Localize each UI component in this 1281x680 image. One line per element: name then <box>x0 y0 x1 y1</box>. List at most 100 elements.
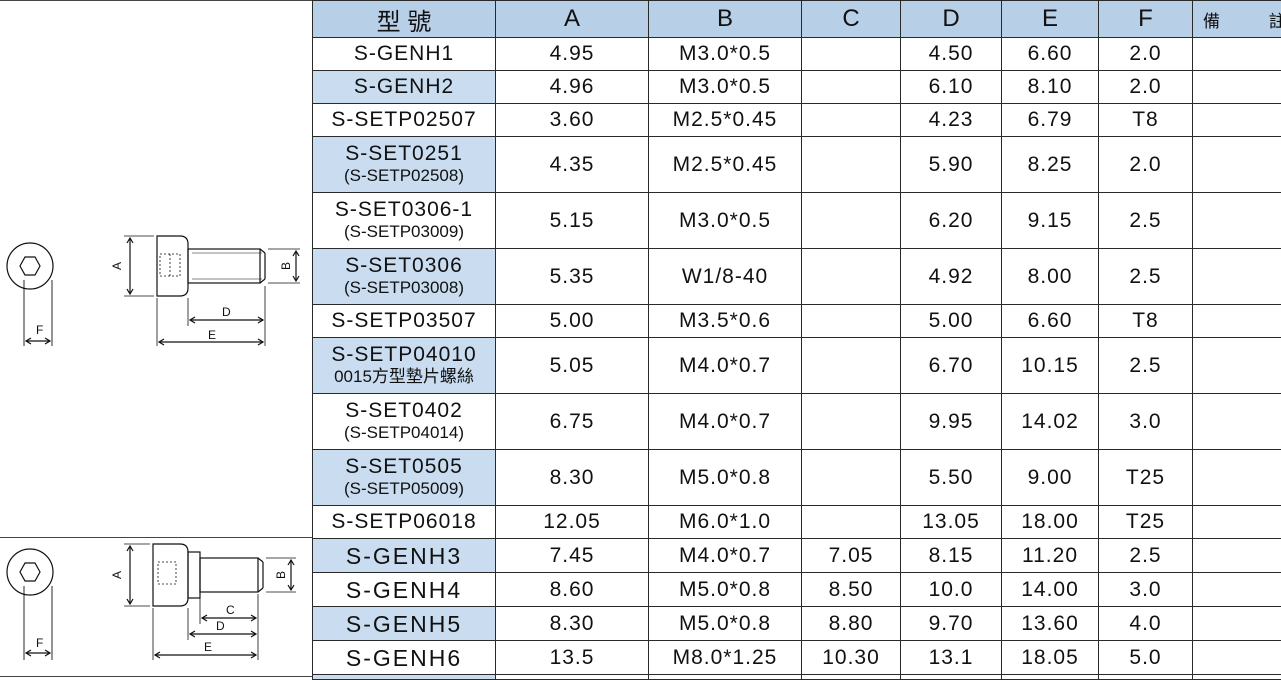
dim-label-d: D <box>216 619 225 633</box>
cell-note <box>1193 305 1281 338</box>
cell-d: 9.95 <box>901 394 1002 450</box>
cell-f: 2.0 <box>1099 137 1193 193</box>
screw-drawing-upper: F A B D E <box>0 220 312 350</box>
spec-table: 型 號 A B C D E F 備 註 S-GENH1 4.95 M3.0*0.… <box>312 0 1281 680</box>
hex-socket <box>20 257 40 275</box>
cell-f: 2.5 <box>1099 338 1193 394</box>
table-row: S-GENH1 4.95 M3.0*0.5 4.50 6.60 2.0 <box>313 38 1281 71</box>
cell-e: 6.60 <box>1002 38 1099 71</box>
table-row: S-GENH6 13.5 M8.0*1.25 10.30 13.1 18.05 … <box>313 641 1281 675</box>
table-row: S-SETP02507 3.60 M2.5*0.45 4.23 6.79 T8 <box>313 104 1281 137</box>
cell-f: 2.0 <box>1099 71 1193 104</box>
head-end-view <box>7 243 53 289</box>
cell-d: 6.20 <box>901 193 1002 249</box>
dim-label-f: F <box>36 323 43 337</box>
table-row: S-GENH3 7.45 M4.0*0.7 7.05 8.15 11.20 2.… <box>313 539 1281 573</box>
dim-label-b: B <box>279 262 293 270</box>
dim-label-c: C <box>226 603 235 617</box>
table-row: S-SET0251(S-SETP02508) 4.35 M2.5*0.45 5.… <box>313 137 1281 193</box>
dim-label-a: A <box>110 262 124 270</box>
cell-c: 8.80 <box>802 607 901 641</box>
cell-model: S-SETP06018 <box>313 506 496 539</box>
header-f: F <box>1099 1 1193 38</box>
cell-model: S-GENH4 <box>313 573 496 607</box>
cell-c: 10.30 <box>802 641 901 675</box>
cell-c <box>802 71 901 104</box>
cell-a: 6.75 <box>496 394 649 450</box>
divider <box>0 537 312 538</box>
cell-model: S-SETP02507 <box>313 104 496 137</box>
cell-a: 4.96 <box>496 71 649 104</box>
cell-model: S-GENH2 <box>313 71 496 104</box>
cell-model: S-GENH3 <box>313 539 496 573</box>
cell-f: T8 <box>1099 305 1193 338</box>
cell-note <box>1193 450 1281 506</box>
cell-b: M5.0*0.8 <box>649 573 802 607</box>
cell-note <box>1193 249 1281 305</box>
cell-b: M5.0*0.8 <box>649 607 802 641</box>
cell-c <box>802 338 901 394</box>
cell-e: 8.00 <box>1002 249 1099 305</box>
cell-b: M4.0*0.7 <box>649 539 802 573</box>
model-alias: (S-SETP04014) <box>313 422 495 443</box>
screw-head <box>157 236 188 296</box>
cell-f: 5.0 <box>1099 641 1193 675</box>
cell-e: 6.60 <box>1002 305 1099 338</box>
divider <box>0 0 312 1</box>
model-alias: (S-SETP03008) <box>313 277 495 298</box>
cell-e: 8.10 <box>1002 71 1099 104</box>
cell-f: 2.0 <box>1099 38 1193 71</box>
cell-f: T25 <box>1099 450 1193 506</box>
cell-d: 4.50 <box>901 38 1002 71</box>
model-name: S-GENH6 <box>346 645 462 671</box>
model-name: S-SETP04010 <box>331 343 476 366</box>
cell-model: S-GENH6 <box>313 641 496 675</box>
cell-note <box>1193 193 1281 249</box>
head-end-view <box>7 549 53 595</box>
model-name: S-GENH1 <box>354 42 454 65</box>
cell-a: 8.30 <box>496 450 649 506</box>
cell-model: S-SET0505(S-SETP05009) <box>313 450 496 506</box>
cell-f: 4.0 <box>1099 607 1193 641</box>
cell-e: 9.00 <box>1002 450 1099 506</box>
header-c: C <box>802 1 901 38</box>
cell-d: 5.90 <box>901 137 1002 193</box>
table-row: S-SET0402(S-SETP04014) 6.75 M4.0*0.7 9.9… <box>313 394 1281 450</box>
cell-b: M3.5*0.6 <box>649 305 802 338</box>
screw-drawing-lower: F A B C D <box>0 540 312 670</box>
cell-a: 7.45 <box>496 539 649 573</box>
cell-d: 9.70 <box>901 607 1002 641</box>
dim-label-e: E <box>208 328 216 342</box>
cell-c <box>802 394 901 450</box>
model-name: S-GENH4 <box>346 577 462 603</box>
cell-model: S-SET0251(S-SETP02508) <box>313 137 496 193</box>
model-alias: (S-SETP05009) <box>313 478 495 499</box>
header-row: 型 號 A B C D E F 備 註 <box>313 1 1281 38</box>
cell-d: 5.00 <box>901 305 1002 338</box>
cell-b: M2.5*0.45 <box>649 137 802 193</box>
cell-e: 18.05 <box>1002 641 1099 675</box>
cell-f: T25 <box>1099 506 1193 539</box>
hex-socket <box>20 563 40 581</box>
cell-f: 2.5 <box>1099 193 1193 249</box>
dim-label-d: D <box>222 305 231 319</box>
cell-note <box>1193 104 1281 137</box>
model-name: S-SET0306 <box>345 254 463 277</box>
cell-f: 2.5 <box>1099 539 1193 573</box>
cell-note <box>1193 573 1281 607</box>
cell-c <box>802 249 901 305</box>
cell-e: 13.60 <box>1002 607 1099 641</box>
cell-note <box>1193 137 1281 193</box>
cell-d: 13.1 <box>901 641 1002 675</box>
cell-note <box>1193 539 1281 573</box>
cell-model: S-SET0306-1(S-SETP03009) <box>313 193 496 249</box>
cell-b: M3.0*0.5 <box>649 38 802 71</box>
cell-c <box>802 506 901 539</box>
cell-note <box>1193 71 1281 104</box>
cell-c: 7.05 <box>802 539 901 573</box>
cell-e: 14.02 <box>1002 394 1099 450</box>
cell-b: M4.0*0.7 <box>649 394 802 450</box>
cell-note <box>1193 38 1281 71</box>
